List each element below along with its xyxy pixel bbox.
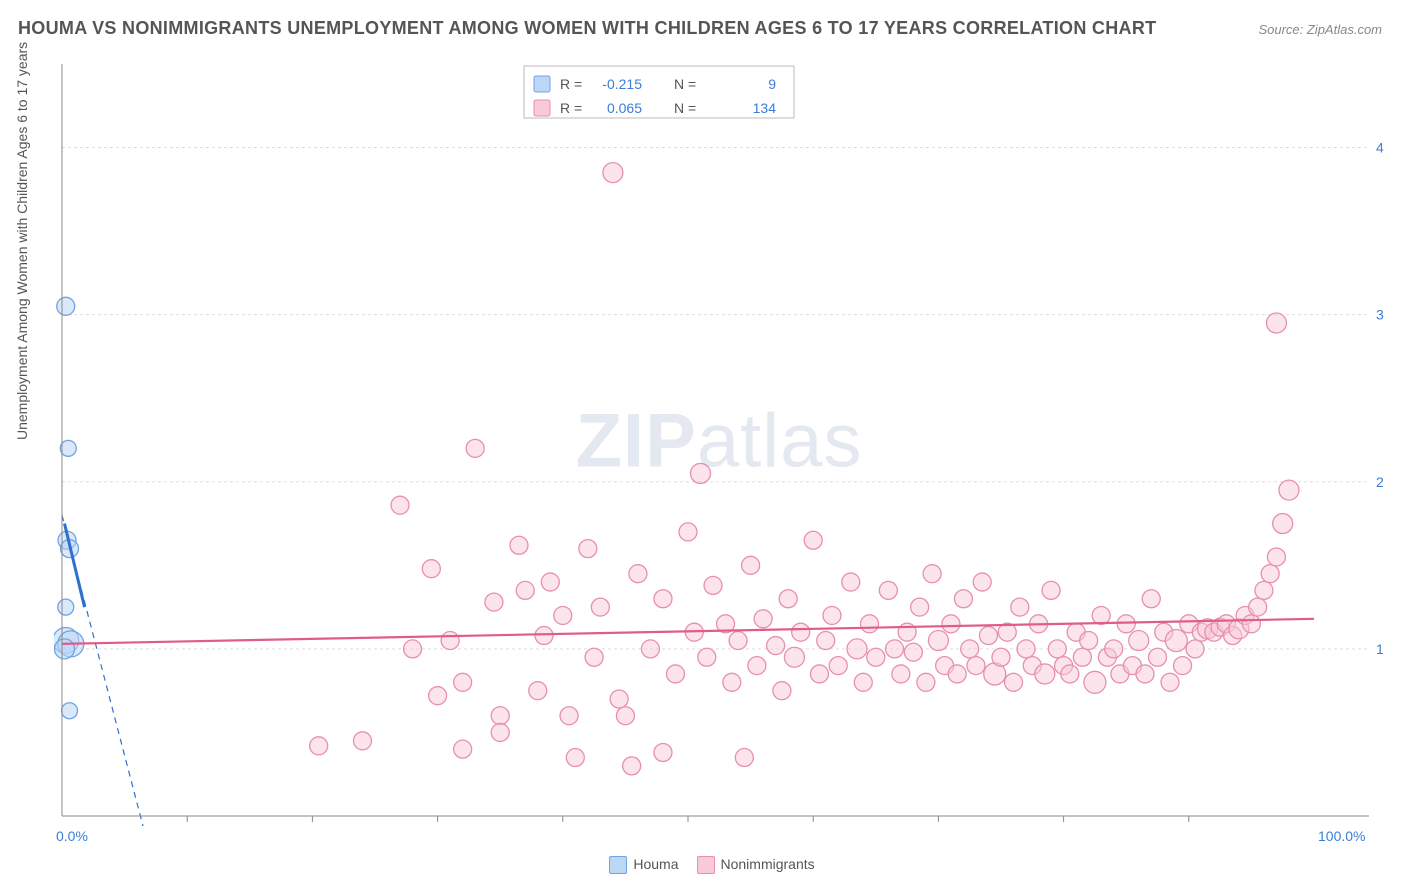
x-axis-min-label: 0.0% <box>56 828 88 844</box>
svg-text:9: 9 <box>768 76 776 92</box>
legend-bottom: Houma Nonimmigrants <box>0 856 1406 874</box>
y-axis-label: Unemployment Among Women with Children A… <box>14 42 30 440</box>
legend-swatch <box>609 856 627 874</box>
x-axis-max-label: 100.0% <box>1318 828 1365 844</box>
svg-text:R =: R = <box>560 100 582 116</box>
chart-title: HOUMA VS NONIMMIGRANTS UNEMPLOYMENT AMON… <box>18 18 1156 39</box>
legend-swatch <box>697 856 715 874</box>
svg-text:N =: N = <box>674 76 696 92</box>
svg-text:-0.215: -0.215 <box>602 76 642 92</box>
svg-text:0.065: 0.065 <box>607 100 642 116</box>
svg-text:134: 134 <box>753 100 777 116</box>
legend-label: Nonimmigrants <box>721 856 815 872</box>
chart-area: 10.0% 20.0% 30.0% 40.0% R = -0.215 N = 9 R = 0.06… <box>54 56 1384 826</box>
svg-text:R =: R = <box>560 76 582 92</box>
svg-text:N =: N = <box>674 100 696 116</box>
legend-label: Houma <box>633 856 678 872</box>
svg-text:20.0%: 20.0% <box>1376 474 1384 490</box>
source-attribution: Source: ZipAtlas.com <box>1258 22 1382 37</box>
scatter-chart-svg: 10.0% 20.0% 30.0% 40.0% R = -0.215 N = 9 R = 0.06… <box>54 56 1384 826</box>
svg-text:30.0%: 30.0% <box>1376 307 1384 323</box>
svg-text:40.0%: 40.0% <box>1376 140 1384 156</box>
svg-text:10.0%: 10.0% <box>1376 641 1384 657</box>
